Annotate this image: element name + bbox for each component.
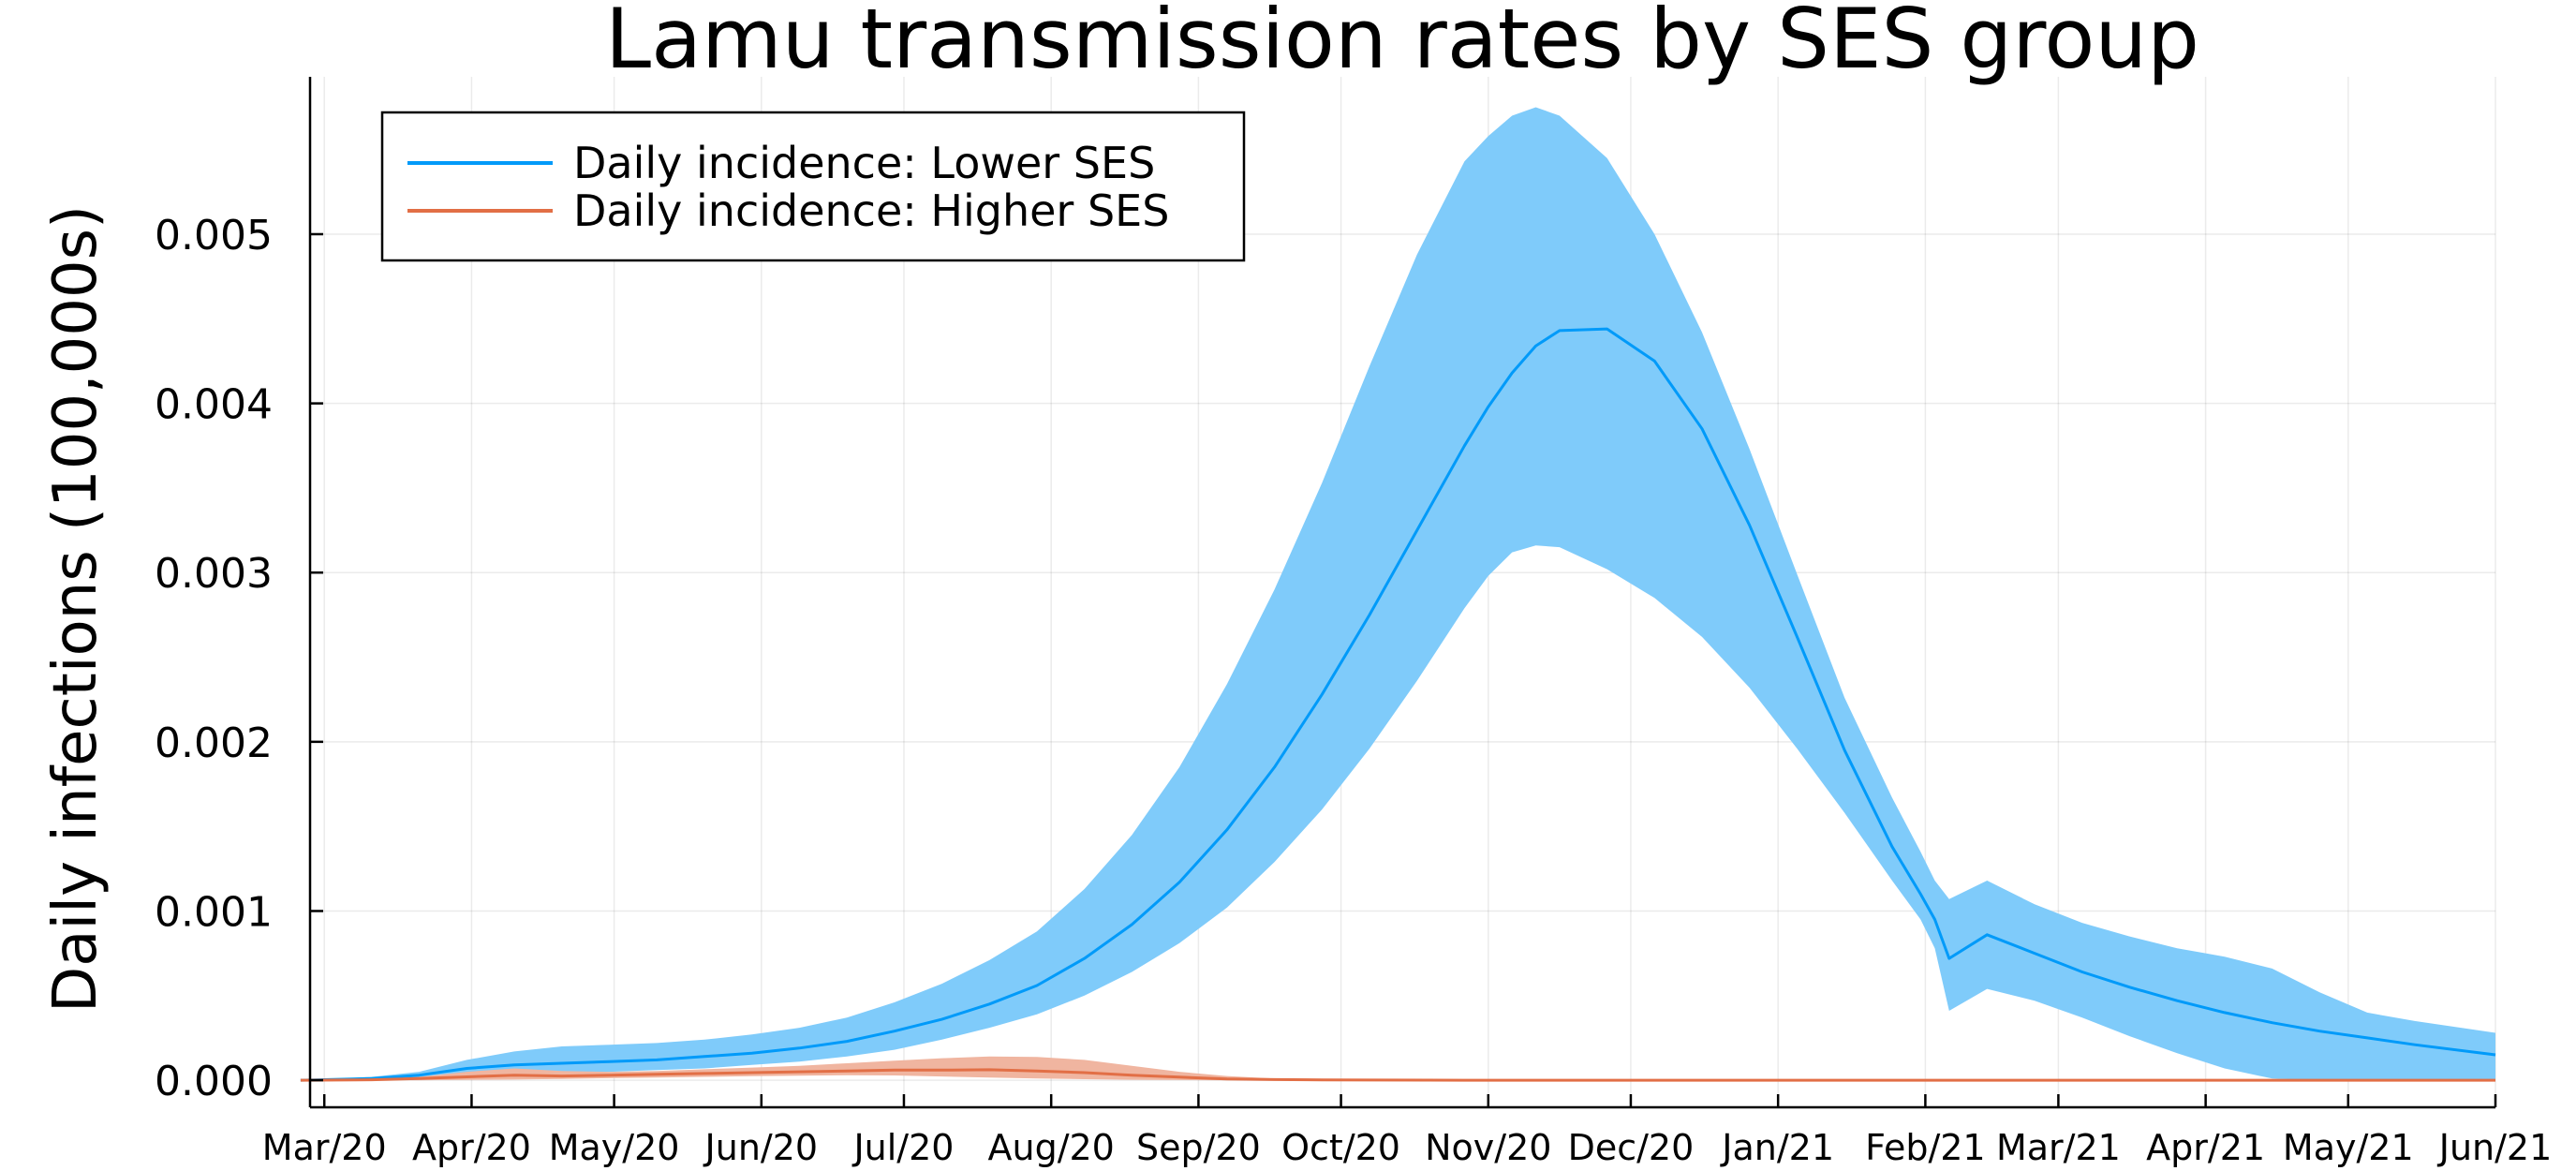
line-daily-incidence-higher-ses	[300, 1068, 2495, 1082]
x-tick-label-11: Feb/21	[1865, 1127, 1985, 1168]
line-daily-incidence-lower-ses	[300, 327, 2496, 1082]
legend-box	[380, 111, 1246, 262]
x-tick-label-4: Jul/20	[851, 1127, 954, 1168]
y-tick-label-4: 0.004	[155, 381, 273, 429]
y-tick-label-1: 0.001	[155, 888, 273, 936]
band-daily-incidence-higher-ses	[300, 1056, 2496, 1081]
band-daily-incidence-lower-ses	[300, 107, 2496, 1081]
legend-label-higher-ses: Daily incidence: Higher SES	[573, 185, 1169, 236]
x-tick-label-7: Oct/20	[1281, 1127, 1400, 1168]
x-tick-label-0: Mar/20	[262, 1127, 387, 1168]
x-tick-label-3: Jun/20	[703, 1127, 819, 1168]
y-tick-label-3: 0.003	[155, 550, 273, 598]
x-tick-label-13: Apr/21	[2146, 1127, 2265, 1168]
x-tick-label-2: May/20	[549, 1127, 680, 1168]
x-tick-label-5: Aug/20	[988, 1127, 1115, 1168]
series-lines	[300, 327, 2496, 1082]
x-tick-label-12: Mar/21	[1996, 1127, 2121, 1168]
x-tick-label-8: Nov/20	[1425, 1127, 1551, 1168]
y-axis-ticks: 0.000 0.001 0.002 0.003 0.004 0.005	[155, 212, 323, 1105]
x-axis-ticks: Mar/20 Apr/20 May/20 Jun/20 Jul/20 Aug/20 Sep/…	[262, 1094, 2552, 1168]
x-tick-label-9: Dec/20	[1568, 1127, 1695, 1168]
x-tick-label-15: Jun/21	[2437, 1127, 2553, 1168]
y-tick-label-5: 0.005	[155, 212, 273, 259]
y-tick-label-0: 0.000	[155, 1058, 273, 1105]
x-tick-label-1: Apr/20	[412, 1127, 531, 1168]
legend: Daily incidence: Lower SES Daily inciden…	[380, 111, 1246, 262]
confidence-bands	[300, 107, 2496, 1081]
y-axis-label: Daily infections (100,000s)	[41, 205, 111, 1013]
x-tick-label-14: May/21	[2283, 1127, 2414, 1168]
chart-title: Lamu transmission rates by SES group	[605, 0, 2199, 87]
legend-label-lower-ses: Daily incidence: Lower SES	[573, 138, 1155, 188]
y-tick-label-2: 0.002	[155, 719, 273, 767]
x-tick-label-10: Jan/21	[1720, 1127, 1834, 1168]
x-tick-label-6: Sep/20	[1136, 1127, 1261, 1168]
